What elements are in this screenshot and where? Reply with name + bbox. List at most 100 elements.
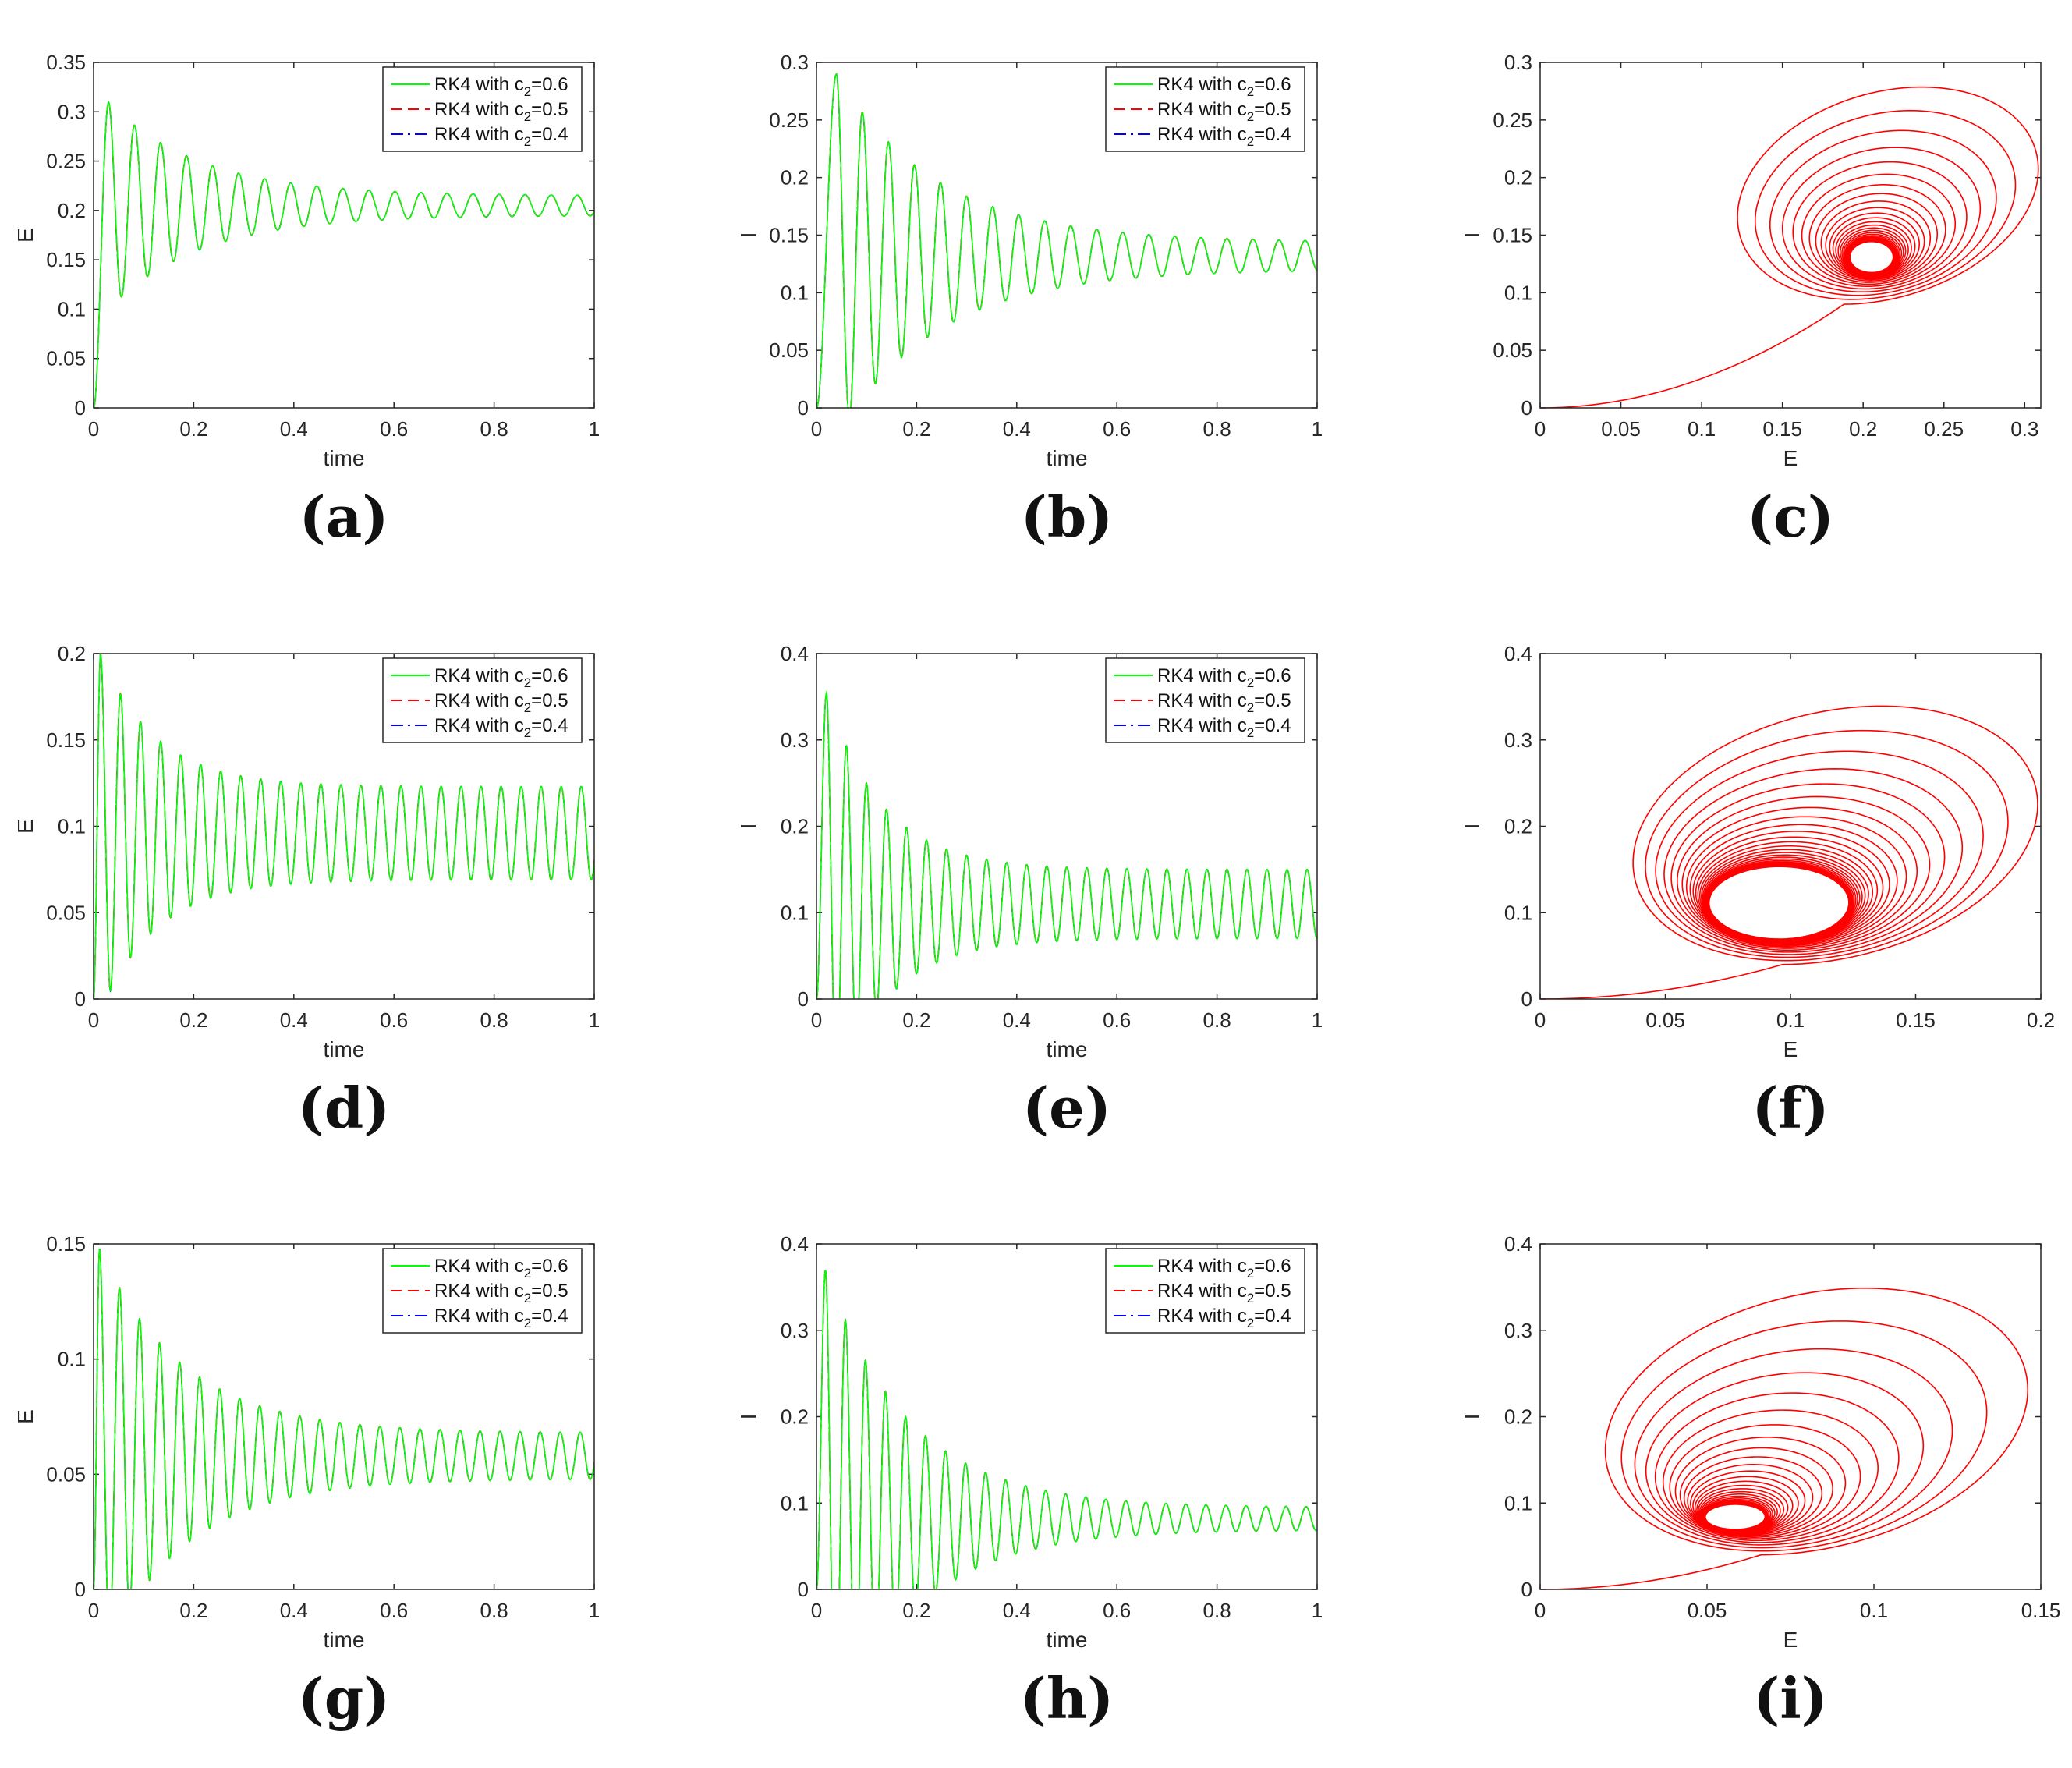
phase-orbit	[1540, 1287, 2029, 1589]
y-tick-label: 0.2	[1504, 1405, 1532, 1429]
x-tick-label: 0.2	[1849, 417, 1877, 441]
chart-panel-d: 0 0.2 0.4 0.6 0.8 1 0 0.05 0.1 0.15 0.2 time E RK4 wi…	[13, 642, 600, 1141]
legend-entry-label: RK4 with c2=0.6	[434, 1256, 568, 1281]
panel-label: (f)	[1751, 1075, 1829, 1141]
y-tick-label: 0.4	[1504, 642, 1532, 665]
chart-panel-a: 0 0.2 0.4 0.6 0.8 1 0 0.05 0.1 0.15 0.2 0.25 0.3 0.35…	[13, 51, 600, 550]
y-tick-label: 0.15	[46, 728, 86, 752]
x-tick-label: 0.1	[1776, 1008, 1805, 1032]
chart-panel-b: 0 0.2 0.4 0.6 0.8 1 0 0.05 0.1 0.15 0.2 0.25 0.3 time…	[736, 51, 1323, 550]
y-tick-label: 0.1	[1504, 281, 1532, 304]
panel-label: (g)	[298, 1665, 390, 1731]
chart-panel-h: 0 0.2 0.4 0.6 0.8 1 0 0.1 0.2 0.3 0.4 time I RK4 with…	[736, 1232, 1323, 1731]
x-axis-label: time	[324, 446, 365, 470]
data-layer	[1540, 705, 2038, 999]
x-axis-label: E	[1783, 1628, 1798, 1652]
y-tick-label: 0.1	[58, 1348, 86, 1371]
axes-frame	[816, 62, 1318, 409]
data-layer	[1540, 86, 2039, 408]
axes-frame	[816, 653, 1318, 1000]
panel-label: (e)	[1022, 1075, 1111, 1141]
y-tick-label: 0.15	[46, 248, 86, 271]
panel-label: (b)	[1021, 484, 1113, 550]
x-tick-label: 0.2	[179, 1599, 207, 1622]
x-tick-label: 0.15	[2021, 1599, 2061, 1622]
chart-panel-f: 0 0.05 0.1 0.15 0.2 0 0.1 0.2 0.3 0.4 E I (f)	[1460, 642, 2055, 1141]
y-axis-label: I	[736, 824, 760, 830]
x-tick-label: 0	[1535, 1599, 1546, 1622]
y-tick-label: 0	[75, 987, 86, 1011]
y-tick-label: 0.25	[46, 150, 86, 173]
x-tick-label: 0.2	[179, 1008, 207, 1032]
y-tick-label: 0.15	[769, 224, 809, 247]
x-tick-label: 0.2	[902, 1599, 930, 1622]
y-tick-label: 0.3	[58, 100, 86, 123]
y-tick-label: 0.1	[58, 297, 86, 321]
x-axis-label: time	[1047, 446, 1088, 470]
y-tick-label: 0	[75, 396, 86, 420]
y-tick-label: 0.05	[1493, 338, 1532, 362]
data-layer	[94, 101, 594, 408]
y-tick-label: 0.25	[769, 108, 809, 132]
x-tick-label: 0.15	[1896, 1008, 1936, 1032]
y-tick-label: 0	[798, 396, 809, 420]
x-tick-label: 0	[811, 1008, 822, 1032]
x-tick-label: 0.4	[280, 1599, 308, 1622]
y-tick-label: 0.2	[58, 642, 86, 665]
panel-label: (h)	[1020, 1665, 1114, 1731]
data-layer	[816, 1270, 1317, 1589]
legend-entry-label: RK4 with c2=0.4	[1157, 124, 1291, 149]
x-axis-label: time	[1047, 1037, 1088, 1061]
legend-entry-label: RK4 with c2=0.4	[434, 715, 568, 740]
x-axis-label: time	[1047, 1628, 1088, 1652]
x-tick-label: 0.8	[480, 1599, 508, 1622]
x-tick-label: 0.6	[1103, 1599, 1131, 1622]
x-tick-label: 0.15	[1762, 417, 1802, 441]
y-tick-label: 0.2	[1504, 815, 1532, 838]
y-tick-label: 0.25	[1493, 108, 1532, 132]
x-tick-label: 0.2	[179, 417, 207, 441]
y-axis-label: E	[13, 1409, 37, 1424]
legend-entry-label: RK4 with c2=0.6	[434, 665, 568, 690]
y-tick-label: 0	[75, 1578, 86, 1601]
x-tick-label: 0.2	[902, 417, 930, 441]
y-tick-label: 0.3	[781, 1319, 809, 1342]
chart-panel-e: 0 0.2 0.4 0.6 0.8 1 0 0.1 0.2 0.3 0.4 time I RK4 with…	[736, 642, 1323, 1141]
legend-entry-label: RK4 with c2=0.5	[1157, 1281, 1291, 1306]
x-axis-label: time	[324, 1037, 365, 1061]
x-axis-label: time	[324, 1628, 365, 1652]
x-tick-label: 0.05	[1645, 1008, 1685, 1032]
axes-frame	[816, 1243, 1318, 1590]
y-tick-label: 0.2	[781, 166, 809, 190]
chart-panel-g: 0 0.2 0.4 0.6 0.8 1 0 0.05 0.1 0.15 time E RK4 with …	[13, 1232, 600, 1731]
series-line	[816, 689, 1317, 999]
y-tick-label: 0.3	[1504, 728, 1532, 752]
y-tick-label: 0	[798, 987, 809, 1011]
y-tick-label: 0	[1521, 987, 1532, 1011]
legend-entry-label: RK4 with c2=0.6	[1157, 665, 1291, 690]
legend-entry-label: RK4 with c2=0.5	[1157, 690, 1291, 715]
data-layer	[94, 1248, 594, 1589]
y-axis-label: E	[13, 228, 37, 243]
x-tick-label: 0.4	[1003, 1599, 1031, 1622]
y-tick-label: 0.3	[781, 728, 809, 752]
y-tick-label: 0.1	[781, 281, 809, 304]
axes-frame	[1539, 1243, 2042, 1590]
y-tick-label: 0.3	[1504, 1319, 1532, 1342]
x-tick-label: 0.1	[1688, 417, 1716, 441]
x-tick-label: 0	[88, 1008, 99, 1032]
y-tick-label: 0.4	[781, 1232, 809, 1256]
y-axis-label: I	[1460, 232, 1484, 239]
x-tick-label: 1	[1312, 1008, 1323, 1032]
x-tick-label: 0.25	[1924, 417, 1964, 441]
y-tick-label: 0.05	[46, 1462, 86, 1486]
y-tick-label: 0.3	[781, 51, 809, 74]
legend-entry-label: RK4 with c2=0.6	[434, 74, 568, 99]
y-tick-label: 0.2	[781, 1405, 809, 1429]
y-tick-label: 0.15	[1493, 224, 1532, 247]
x-tick-label: 0.4	[1003, 417, 1031, 441]
panel-label: (d)	[298, 1075, 390, 1141]
x-tick-label: 0	[1535, 1008, 1546, 1032]
legend-entry-label: RK4 with c2=0.6	[1157, 1256, 1291, 1281]
